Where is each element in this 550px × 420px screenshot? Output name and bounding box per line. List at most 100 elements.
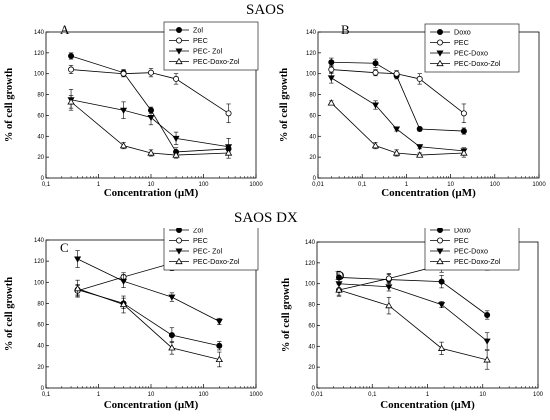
data-point (385, 301, 393, 309)
legend-marker (436, 248, 444, 255)
chart-panel-d: 0 20 40 60 80 100 120 140 0,01 0,1 1 10 100 Concentra… (281, 228, 544, 411)
legend-label: Doxo (454, 28, 471, 37)
legend-marker (436, 39, 443, 46)
y-tick-label: 120 (305, 261, 316, 267)
data-point (225, 144, 233, 151)
data-point (328, 66, 335, 73)
data-point (172, 135, 180, 142)
series-line (77, 258, 220, 322)
legend-marker (436, 237, 443, 244)
x-tick-label: 0,01 (311, 392, 323, 398)
data-point (372, 69, 379, 76)
series-3 (67, 95, 233, 159)
data-point (147, 69, 154, 76)
data-point (438, 302, 446, 309)
data-point (460, 110, 467, 117)
chart-panel-c: 0 20 40 60 80 100 120 140 0,1 1 10 100 1000 Concentra… (4, 228, 263, 411)
data-point (483, 338, 491, 345)
data-point (168, 344, 176, 351)
series-1 (68, 65, 232, 124)
legend-label: PEC (193, 36, 208, 45)
data-point (224, 149, 233, 156)
data-point (215, 318, 223, 326)
legend-label: PEC-Doxo-Zol (193, 57, 240, 66)
x-tick-label: 100 (533, 392, 544, 398)
legend-label: PEC-Doxo-Zol (454, 59, 501, 68)
legend-marker (175, 257, 183, 265)
legend-label: Doxo (454, 228, 471, 235)
data-point (172, 151, 180, 158)
legend-marker (175, 57, 183, 65)
y-tick-label: 80 (37, 301, 44, 307)
y-tick-label: 120 (306, 51, 317, 57)
data-point (438, 278, 445, 285)
data-point (67, 98, 75, 105)
panel-letter: C (60, 240, 69, 255)
panel-letter: A (60, 22, 70, 37)
x-tick-label: 10 (148, 182, 155, 188)
series-2 (74, 250, 223, 326)
series-3 (327, 99, 468, 158)
x-tick-label: 100 (198, 392, 209, 398)
y-tick-label: 40 (37, 134, 44, 140)
data-point (147, 115, 155, 122)
series-line (338, 289, 488, 361)
legend-marker (176, 228, 182, 233)
chart-panel-b: 0 20 40 60 80 100 120 140 0,01 0,1 1 10 100 1000 Conce… (279, 22, 546, 199)
data-point (416, 75, 423, 82)
x-tick-label: 1 (97, 392, 101, 398)
x-tick-label: 1000 (249, 392, 263, 398)
y-tick-label: 140 (305, 240, 316, 246)
data-point (416, 144, 424, 151)
y-axis-title: % of cell growth (4, 68, 15, 142)
legend-marker (175, 48, 183, 55)
data-point (119, 141, 128, 149)
data-point (460, 128, 467, 135)
y-tick-label: 20 (308, 365, 315, 371)
x-axis-title: Concentration (µM) (104, 399, 199, 411)
legend-label: PEC-Doxo-Zol (454, 257, 501, 266)
data-point (120, 278, 128, 285)
data-point (335, 286, 343, 293)
data-point (120, 70, 127, 77)
y-tick-label: 60 (37, 323, 44, 329)
x-tick-label: 0,1 (358, 182, 367, 188)
legend-marker (436, 28, 443, 35)
series-3 (335, 283, 491, 370)
series-line (77, 289, 220, 347)
x-tick-label: 100 (490, 182, 501, 188)
legend-marker (436, 59, 444, 67)
legend-label: PEC- Zol (193, 247, 223, 256)
data-point (393, 126, 401, 133)
legend-marker (175, 237, 182, 244)
legend-label: PEC-Doxo-Zol (193, 257, 240, 266)
y-tick-label: 0 (312, 386, 316, 392)
data-point (483, 356, 491, 363)
data-point (215, 355, 223, 363)
y-tick-label: 0 (313, 176, 317, 182)
series-line (71, 69, 229, 114)
series-2 (335, 278, 491, 350)
x-tick-label: 10 (447, 182, 454, 188)
data-point (216, 342, 223, 349)
data-point (68, 52, 75, 59)
data-point (484, 312, 491, 319)
y-tick-label: 0 (41, 386, 45, 392)
x-tick-label: 1 (426, 392, 430, 398)
legend-label: PEC-Doxo (454, 49, 488, 58)
y-tick-label: 20 (37, 365, 44, 371)
y-tick-label: 40 (37, 344, 44, 350)
y-tick-label: 100 (34, 72, 45, 78)
y-axis-title: % of cell growth (281, 278, 292, 352)
data-point (460, 149, 468, 156)
data-point (120, 107, 128, 114)
y-tick-label: 60 (309, 113, 316, 119)
series-1 (328, 65, 467, 124)
data-point (168, 332, 175, 339)
data-point (327, 75, 335, 82)
y-tick-label: 80 (309, 93, 316, 99)
data-point (371, 102, 380, 109)
top-group-title: SAOS (246, 2, 285, 18)
data-point (147, 149, 155, 156)
